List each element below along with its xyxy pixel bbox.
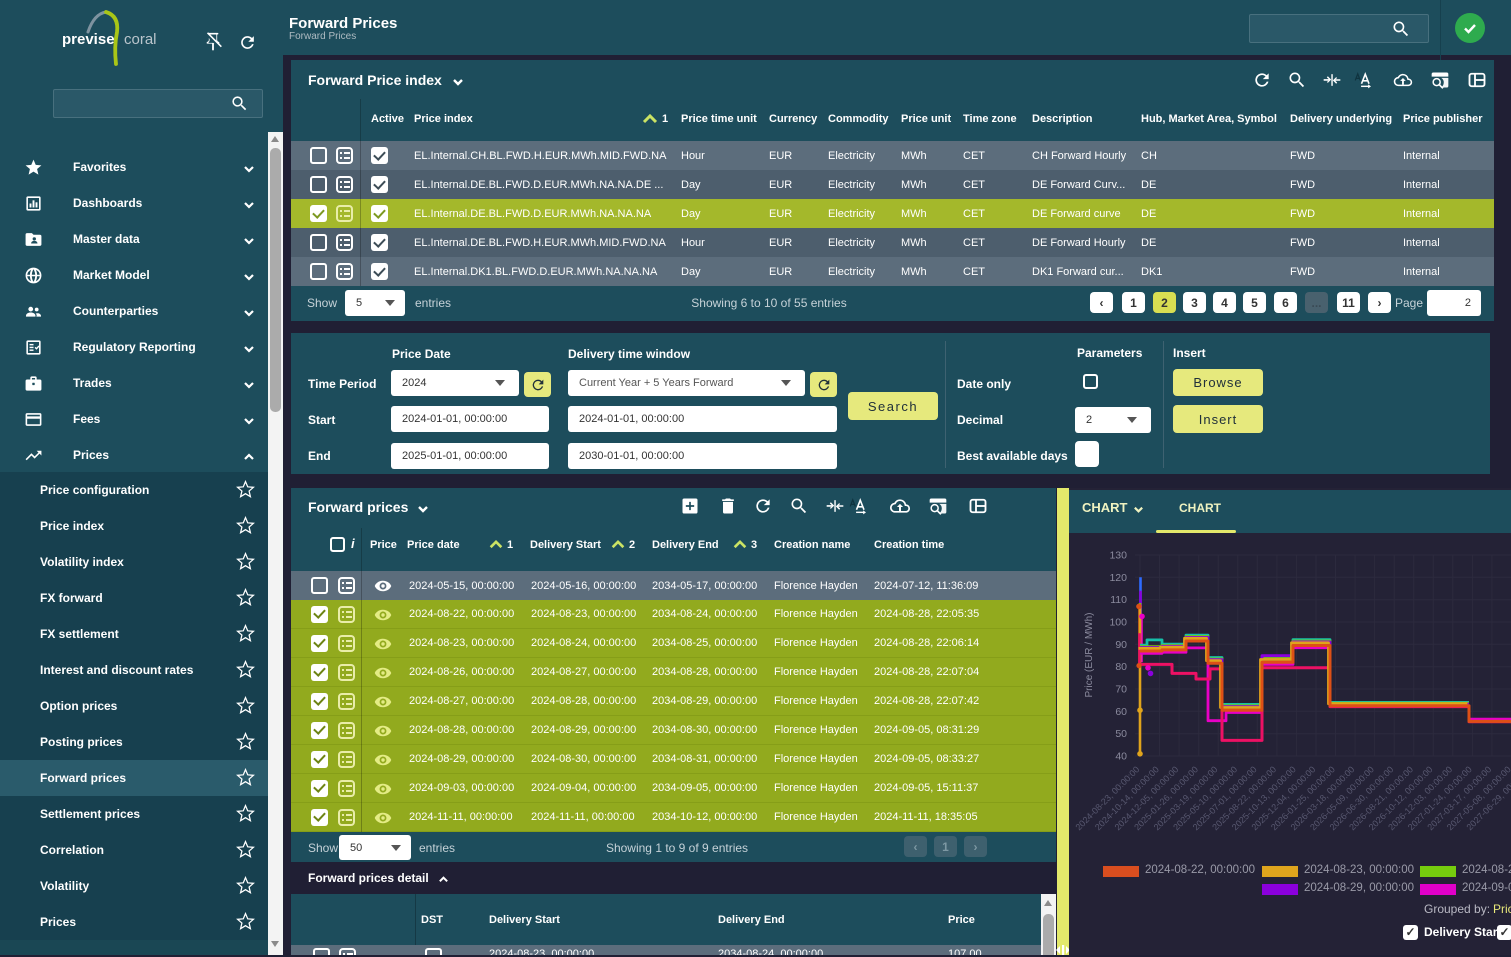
svg-text:100: 100 [1109,617,1127,629]
svg-text:40: 40 [1115,751,1127,763]
svg-text:120: 120 [1109,572,1127,584]
svg-text:50: 50 [1115,728,1127,740]
svg-text:80: 80 [1115,661,1127,673]
svg-text:Price (EUR / MWh): Price (EUR / MWh) [1084,613,1095,698]
svg-text:70: 70 [1115,684,1127,696]
svg-text:130: 130 [1109,550,1127,562]
svg-text:90: 90 [1115,639,1127,651]
svg-text:110: 110 [1110,594,1127,606]
svg-text:60: 60 [1115,706,1127,718]
